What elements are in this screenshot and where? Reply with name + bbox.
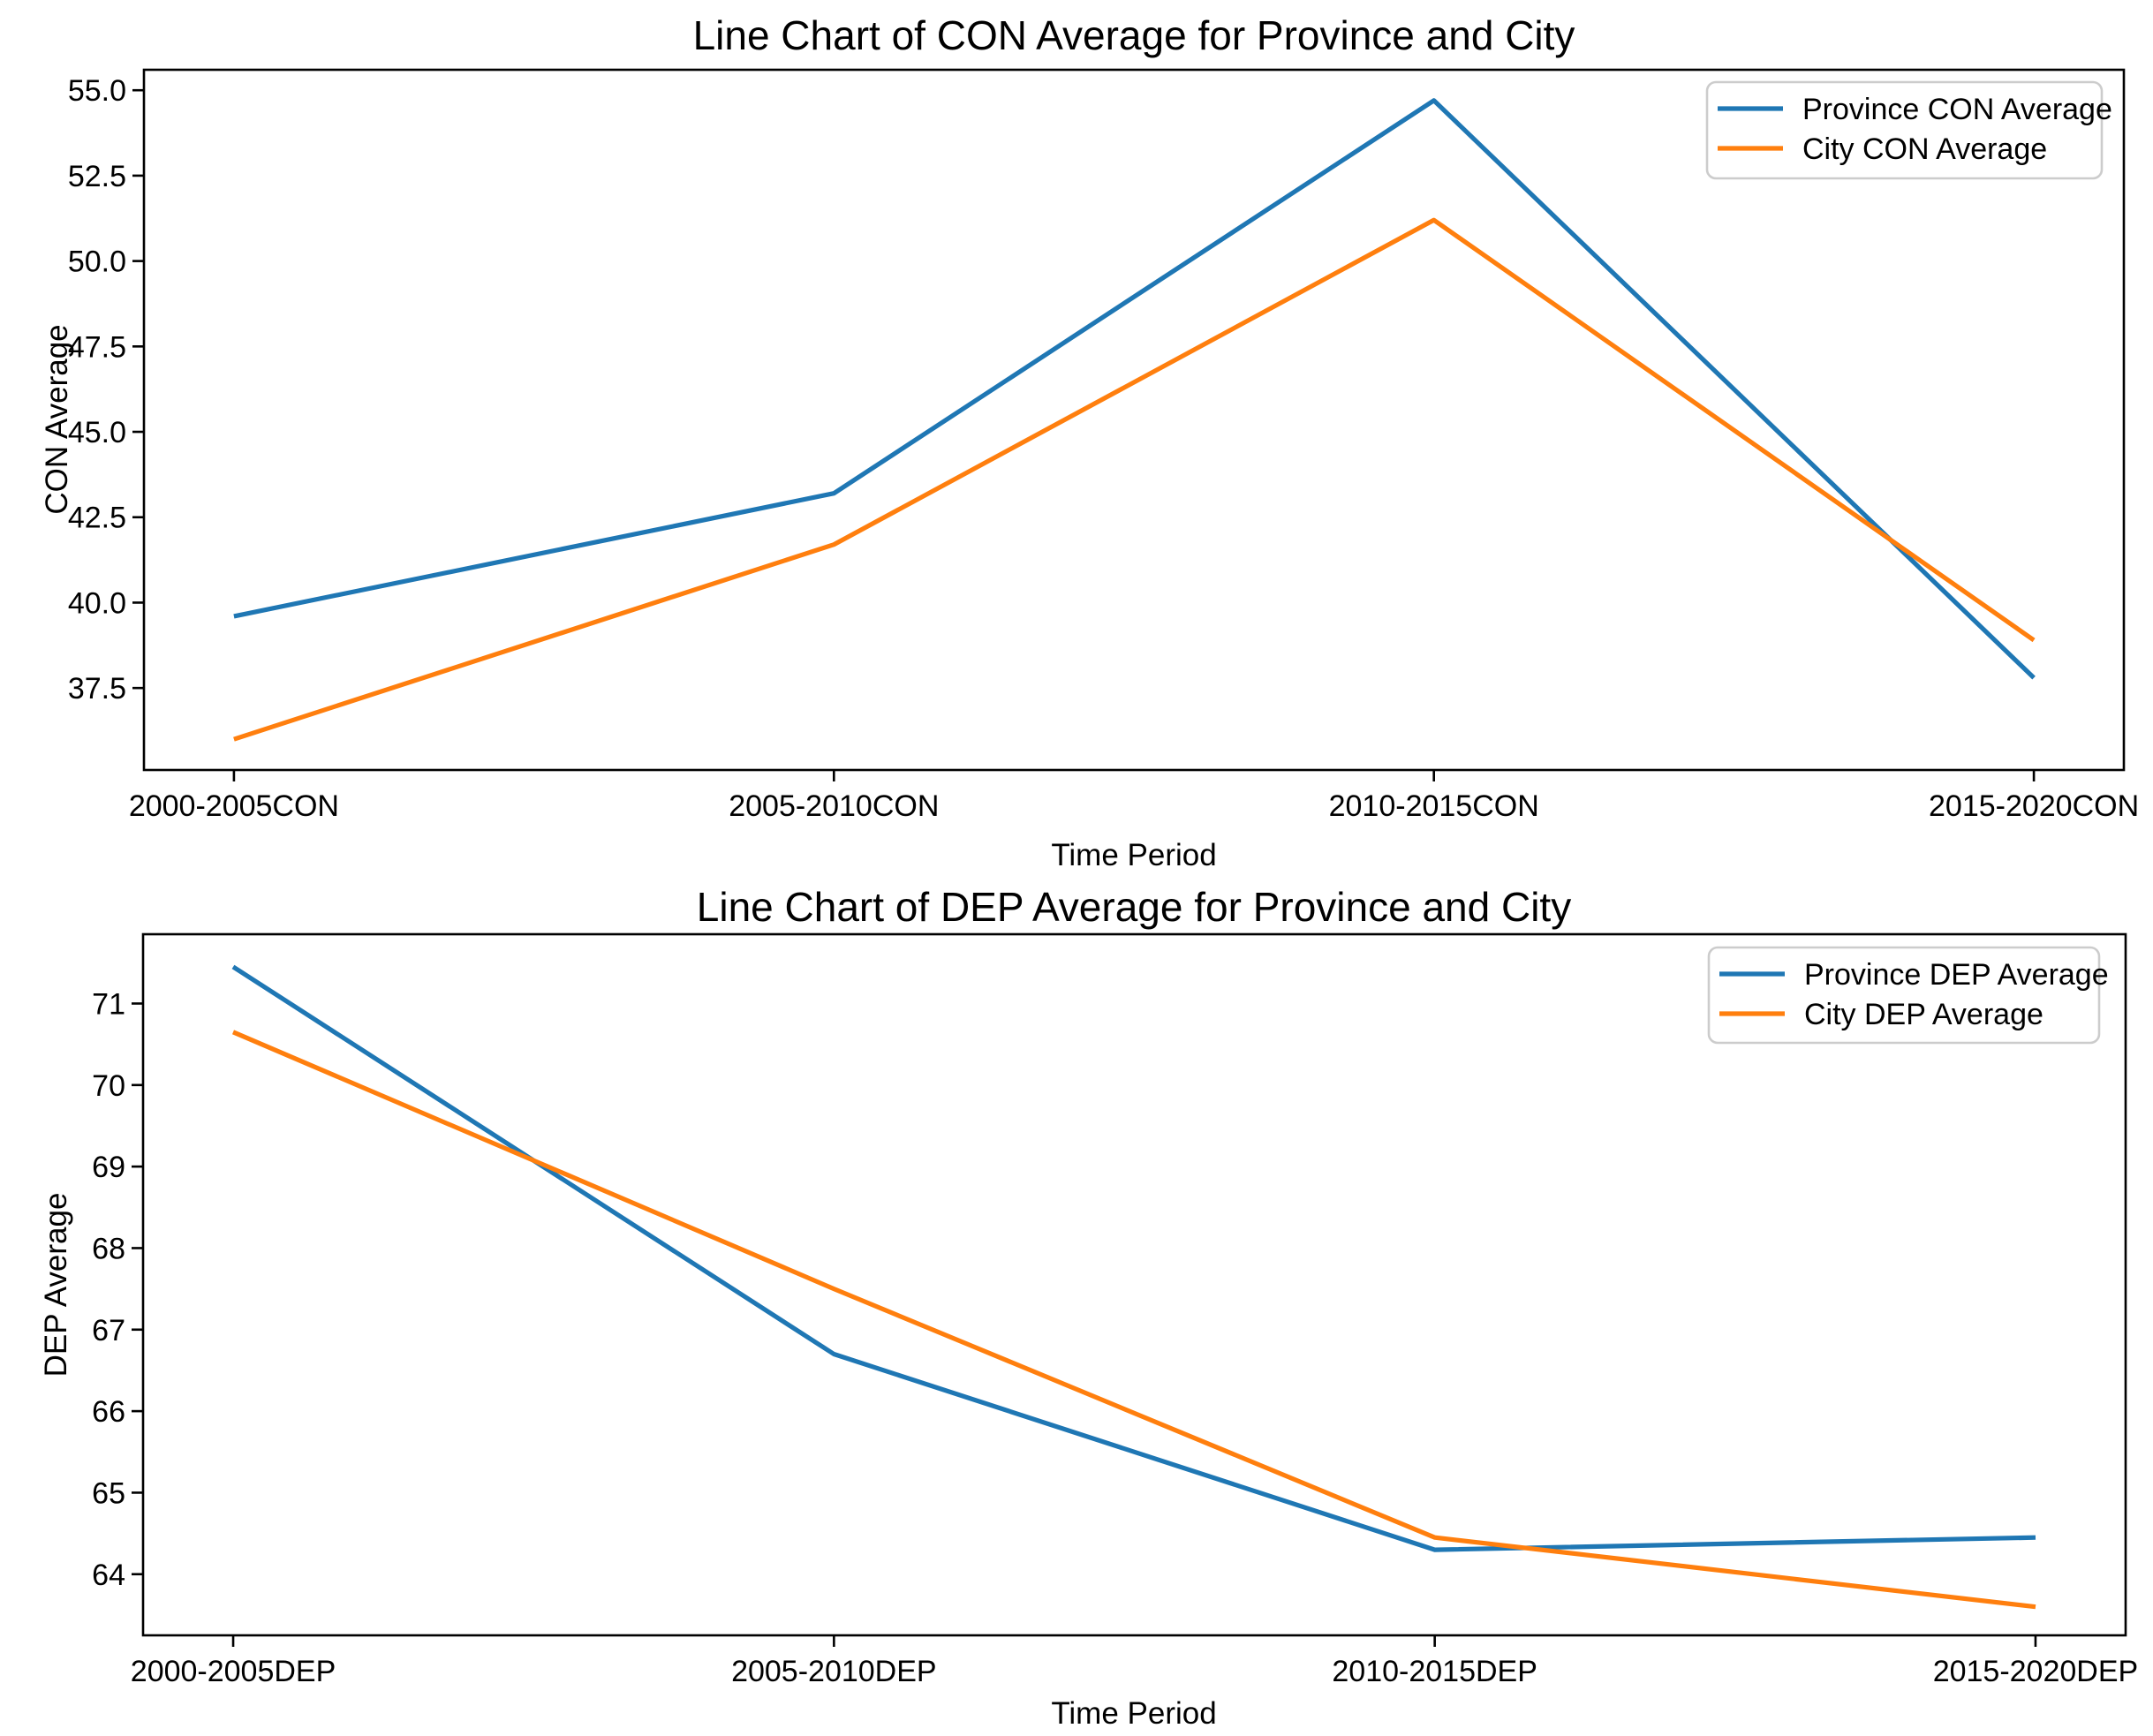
x-tick-label: 2010-2015CON [1329, 789, 1539, 823]
y-tick-label: 55.0 [68, 74, 126, 108]
x-tick-label: 2005-2010CON [729, 789, 939, 823]
y-tick-label: 52.5 [68, 160, 126, 193]
dep-plot-area: 64 65 66 67 68 69 70 71 2000-2005DEP 2005-2010DEP… [92, 932, 2139, 1688]
y-tick-label: 71 [92, 987, 125, 1021]
y-tick-label: 70 [92, 1069, 125, 1103]
legend-box [1707, 946, 2101, 1045]
x-tick-label: 2005-2010DEP [731, 1655, 937, 1688]
x-tick-label: 2015-2020DEP [1933, 1655, 2139, 1688]
x-tick-label: 2015-2020CON [1929, 789, 2139, 823]
dep-x-axis-label: Time Period [1051, 1696, 1216, 1731]
legend-label: City DEP Average [1804, 998, 2043, 1031]
con-y-axis-label: CON Average [40, 324, 74, 514]
plot-border [142, 68, 2126, 772]
y-tick-label: 65 [92, 1476, 125, 1510]
series-line-province [233, 98, 2036, 680]
dep-chart-title: Line Chart of DEP Average for Province a… [697, 884, 1571, 930]
legend-label: Province CON Average [1802, 93, 2112, 126]
series-line-city [231, 1030, 2036, 1610]
y-tick-label: 64 [92, 1559, 125, 1592]
y-tick-label: 68 [92, 1232, 125, 1265]
y-tick-label: 40.0 [68, 586, 126, 620]
dep-y-axis-label: DEP Average [39, 1193, 73, 1377]
y-tick-label: 47.5 [68, 330, 126, 364]
con-plot-area: 37.5 40.0 42.5 45.0 47.5 50.0 52.5 55.0 2000-200… [68, 68, 2139, 823]
x-tick-label: 2000-2005CON [129, 789, 339, 823]
series-line-city [233, 217, 2036, 742]
y-tick-label: 50.0 [68, 245, 126, 279]
legend: Province CON Average City CON Average [1705, 80, 2112, 180]
con-average-chart: Line Chart of CON Average for Province a… [40, 12, 2139, 872]
y-tick-label: 69 [92, 1151, 125, 1184]
dep-average-chart: Line Chart of DEP Average for Province a… [39, 884, 2138, 1731]
legend-box [1705, 80, 2104, 180]
x-tick-label: 2010-2015DEP [1332, 1655, 1537, 1688]
y-tick-label: 66 [92, 1395, 125, 1429]
plot-border [141, 932, 2127, 1637]
con-x-axis-label: Time Period [1051, 838, 1216, 872]
x-tick-label: 2000-2005DEP [131, 1655, 336, 1688]
y-tick-label: 45.0 [68, 416, 126, 449]
y-tick-label: 67 [92, 1314, 125, 1347]
y-tick-label: 42.5 [68, 502, 126, 535]
legend: Province DEP Average City DEP Average [1707, 946, 2109, 1045]
legend-label: Province DEP Average [1804, 958, 2109, 992]
legend-label: City CON Average [1802, 132, 2047, 166]
con-chart-title: Line Chart of CON Average for Province a… [693, 12, 1575, 58]
y-tick-label: 37.5 [68, 672, 126, 706]
